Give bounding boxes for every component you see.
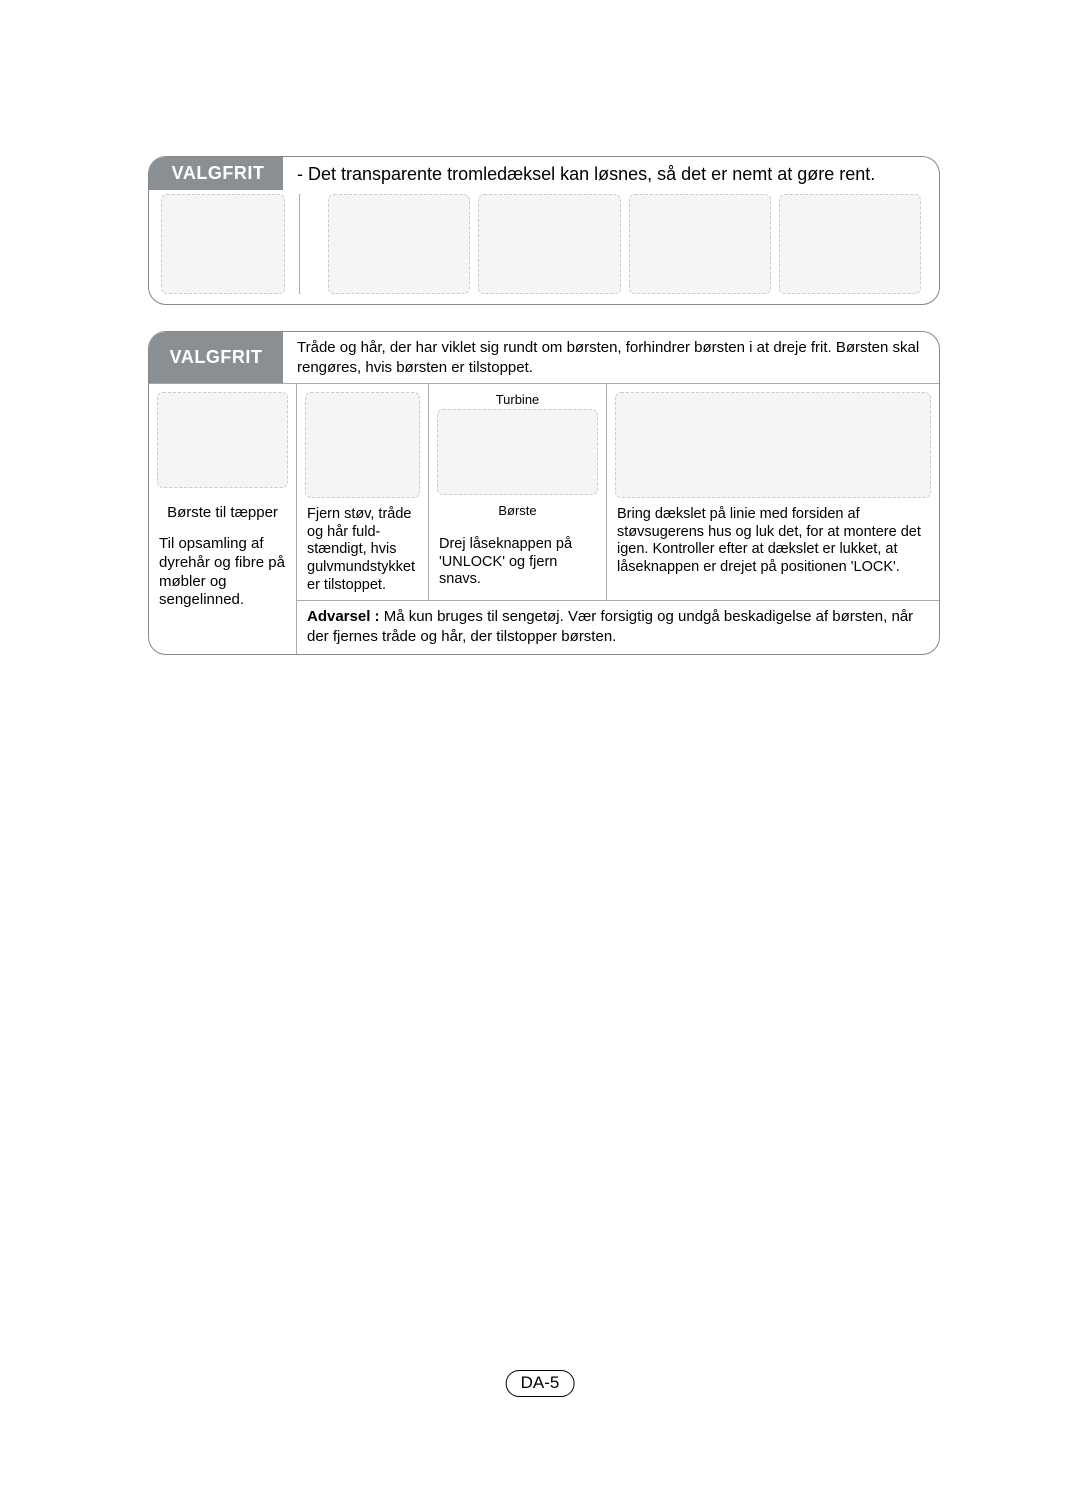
- section1-header: VALGFRIT - Det transparente tromledæksel…: [149, 157, 939, 190]
- optional-tag: VALGFRIT: [149, 157, 283, 190]
- section2-header-text: Tråde og hår, der har viklet sig rundt o…: [283, 332, 939, 383]
- section2-body: Børste til tæpper Til opsamling af dyre­…: [149, 384, 939, 654]
- col2-caption: Fjern støv, tråde og hår fuld­stændigt, …: [305, 504, 420, 596]
- section1-body: [149, 190, 939, 304]
- section2-header: VALGFRIT Tråde og hår, der har viklet si…: [149, 332, 939, 384]
- brush-label: Børste: [437, 503, 598, 518]
- section-optional-2: VALGFRIT Tråde og hår, der har viklet si…: [148, 331, 940, 655]
- col4-caption: Bring dækslet på linie med forsiden af s…: [615, 504, 931, 579]
- cover-removal-illustrations: [328, 194, 921, 294]
- columns-row: Fjern støv, tråde og hår fuld­stændigt, …: [297, 384, 939, 600]
- warning-text: Må kun bruges til sengetøj. Vær forsigti…: [307, 608, 913, 645]
- right-block: Fjern støv, tråde og hår fuld­stændigt, …: [297, 384, 939, 654]
- step-illustration: [779, 194, 921, 294]
- dust-removal-illustration: [305, 392, 420, 498]
- col1: Børste til tæpper Til opsamling af dyre­…: [149, 384, 297, 654]
- carpet-brush-illustration: [157, 392, 288, 488]
- warning-label: Advarsel :: [307, 608, 380, 625]
- section-optional-1: VALGFRIT - Det transparente tromledæksel…: [148, 156, 940, 305]
- col4: Bring dækslet på linie med forsiden af s…: [607, 384, 939, 600]
- divider: [299, 194, 300, 294]
- col2: Fjern støv, tråde og hår fuld­stændigt, …: [297, 384, 429, 600]
- manual-page: VALGFRIT - Det transparente tromledæksel…: [0, 0, 1080, 655]
- turbine-brush-illustration: [437, 409, 598, 495]
- turbine-label: Turbine: [437, 392, 598, 407]
- step-illustration: [629, 194, 771, 294]
- page-number: DA-5: [506, 1370, 575, 1397]
- col3-caption: Drej låseknappen på 'UNLOCK' og fjern sn…: [437, 534, 598, 591]
- nozzle-illustration: [161, 194, 285, 294]
- cover-align-illustration: [615, 392, 931, 498]
- optional-tag: VALGFRIT: [149, 332, 283, 383]
- step-illustration: [478, 194, 620, 294]
- step-illustration: [328, 194, 470, 294]
- warning-row: Advarsel : Må kun bruges til sengetøj. V…: [297, 600, 939, 654]
- col1-subtext: Til opsamling af dyre­hår og fibre på mø…: [157, 525, 288, 614]
- col3: Turbine Børste Drej låseknappen på 'UNLO…: [429, 384, 607, 600]
- col1-title: Børste til tæpper: [157, 504, 288, 521]
- section1-description: - Det transparente tromledæksel kan løsn…: [283, 157, 939, 186]
